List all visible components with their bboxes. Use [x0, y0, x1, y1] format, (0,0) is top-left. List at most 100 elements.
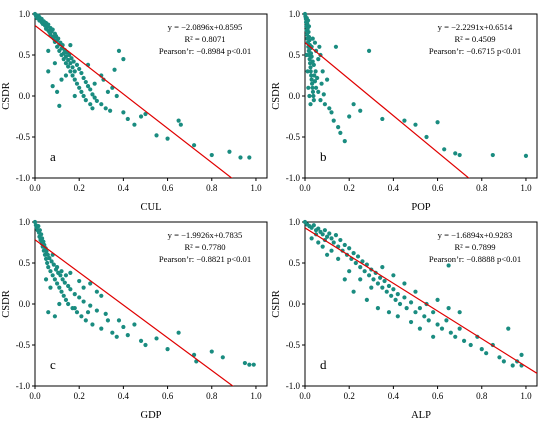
- data-point: [45, 260, 50, 266]
- data-point: [358, 108, 363, 113]
- data-point: [68, 270, 73, 275]
- data-point: [121, 57, 126, 62]
- data-points: [302, 11, 529, 158]
- regression-annotation: R² = 0.7899: [454, 242, 495, 252]
- data-point: [307, 38, 312, 43]
- data-point: [143, 111, 148, 117]
- plot-frame: [304, 13, 538, 179]
- data-point: [402, 118, 407, 123]
- data-point: [138, 114, 144, 119]
- data-point: [79, 70, 84, 76]
- regression-line: [35, 25, 233, 178]
- data-point: [50, 84, 55, 89]
- data-point: [74, 310, 80, 315]
- y-tick-label: 0.0: [19, 299, 31, 309]
- y-axis-label: CSDR: [1, 82, 12, 109]
- data-point: [310, 36, 315, 41]
- data-point: [61, 51, 66, 56]
- data-point: [322, 228, 327, 233]
- x-tick-label: 0.4: [388, 183, 400, 193]
- data-point: [121, 110, 126, 115]
- data-point: [103, 106, 108, 111]
- data-point: [384, 289, 389, 294]
- data-point: [378, 275, 383, 280]
- data-point: [446, 306, 451, 311]
- data-point: [57, 285, 62, 290]
- data-point: [121, 324, 126, 330]
- data-point: [308, 65, 313, 70]
- data-point: [342, 139, 347, 144]
- data-point: [83, 79, 88, 85]
- data-point: [83, 318, 88, 323]
- data-point: [519, 352, 524, 357]
- data-point: [461, 338, 467, 343]
- data-point: [506, 326, 511, 331]
- y-tick-label: -1.0: [286, 381, 301, 391]
- data-point: [404, 306, 409, 311]
- data-point: [46, 265, 51, 270]
- data-point: [77, 66, 82, 72]
- data-point: [316, 57, 321, 62]
- data-point: [39, 232, 44, 237]
- data-point: [444, 318, 449, 323]
- data-point: [435, 297, 440, 302]
- data-point: [52, 314, 57, 319]
- y-axis-label: CSDR: [271, 290, 282, 317]
- data-point: [72, 77, 77, 82]
- data-point: [57, 301, 62, 307]
- panel-b: -1.0 -0.5 0.0 0.5 1.0 0.0 0.2 0.4 0.6 0.8 1.0 POP CS…: [271, 9, 538, 213]
- data-point: [63, 273, 69, 278]
- data-point: [333, 44, 339, 49]
- data-point: [389, 293, 394, 298]
- data-point: [510, 363, 515, 368]
- y-tick-label: 0.5: [289, 258, 301, 268]
- data-point: [63, 73, 69, 78]
- panel-d: -1.0 -0.5 0.0 0.5 1.0 0.0 0.2 0.4 0.6 0.8 1.0 ALP CS…: [271, 217, 538, 421]
- x-tick-label: 1.0: [520, 391, 532, 401]
- data-point: [143, 342, 148, 348]
- data-point: [105, 89, 111, 94]
- data-point: [52, 61, 57, 66]
- data-point: [371, 277, 376, 282]
- data-point: [66, 301, 71, 307]
- data-point: [351, 102, 356, 107]
- y-axis-label: CSDR: [1, 290, 12, 317]
- data-point: [318, 98, 323, 103]
- data-point: [103, 311, 108, 316]
- data-point: [408, 300, 414, 305]
- regression-annotation: Pearson’r: −0.8821 p<0.01: [159, 254, 251, 264]
- data-point: [59, 269, 64, 274]
- x-tick-label: 0.0: [299, 391, 311, 401]
- data-point: [125, 116, 130, 122]
- y-tick-label: 1.0: [289, 9, 301, 19]
- data-point: [81, 285, 86, 290]
- data-point: [468, 342, 473, 348]
- data-point: [247, 155, 252, 160]
- x-tick-label: 0.0: [29, 183, 41, 193]
- data-point: [310, 59, 315, 64]
- y-axis-label: CSDR: [271, 82, 282, 109]
- data-point: [220, 355, 225, 360]
- regression-annotation: Pearson’r: −0.8888 p<0.01: [429, 254, 521, 264]
- data-point: [88, 281, 93, 286]
- data-point: [46, 48, 51, 54]
- data-point: [105, 318, 111, 323]
- data-point: [331, 240, 336, 245]
- data-point: [209, 349, 214, 354]
- panel-letter: b: [320, 149, 327, 164]
- data-point: [92, 81, 97, 86]
- x-tick-label: 0.6: [432, 391, 444, 401]
- x-tick-label: 0.6: [432, 183, 444, 193]
- data-point: [94, 289, 99, 294]
- data-point: [94, 308, 99, 313]
- plot-frame: [34, 13, 268, 179]
- data-point: [311, 223, 316, 228]
- y-tick-label: -0.5: [286, 132, 301, 142]
- data-point: [114, 93, 119, 99]
- data-point: [331, 118, 336, 123]
- data-point: [309, 77, 314, 82]
- data-point: [112, 67, 117, 72]
- y-tick-label: -1.0: [16, 381, 31, 391]
- data-point: [66, 283, 71, 289]
